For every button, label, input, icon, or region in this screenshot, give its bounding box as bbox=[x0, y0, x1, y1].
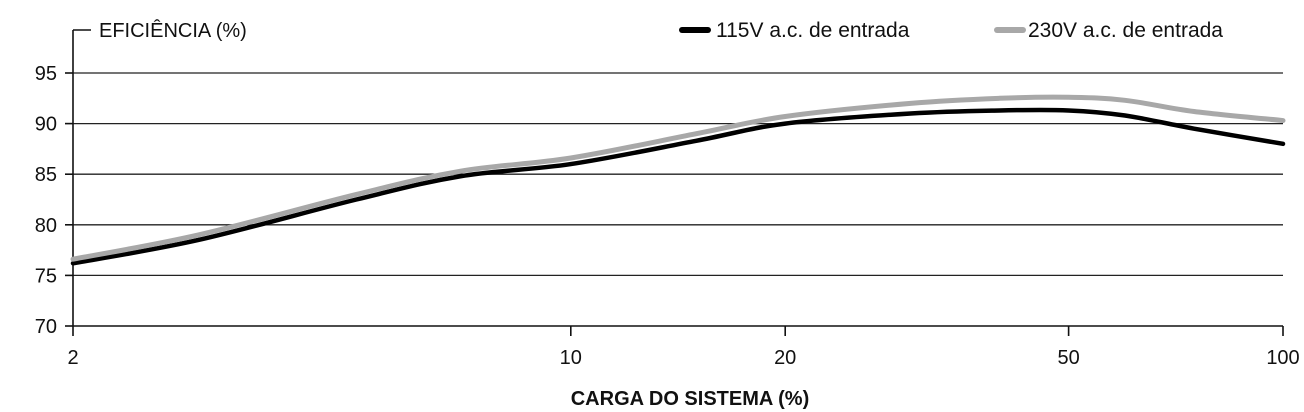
legend-item-230v: 230V a.c. de entrada bbox=[994, 19, 1223, 42]
axes bbox=[72, 29, 1283, 327]
legend: 115V a.c. de entrada 230V a.c. de entrad… bbox=[679, 19, 1223, 42]
y-tick-label-90: 90 bbox=[35, 114, 57, 136]
x-ticks: 2 10 20 50 100 bbox=[67, 326, 1300, 369]
x-axis-title: CARGA DO SISTEMA (%) bbox=[571, 388, 810, 410]
x-tick-label-50: 50 bbox=[1057, 347, 1079, 369]
y-ticks: 70 75 80 85 90 95 bbox=[35, 63, 73, 338]
x-tick-label-10: 10 bbox=[560, 347, 582, 369]
legend-label-230v: 230V a.c. de entrada bbox=[1028, 19, 1223, 42]
series-line-115v bbox=[70, 107, 1286, 266]
gridlines bbox=[73, 72, 1283, 277]
series-lines bbox=[70, 94, 1286, 266]
series-line-230v bbox=[70, 94, 1286, 262]
legend-item-115v: 115V a.c. de entrada bbox=[679, 19, 910, 42]
y-tick-label-95: 95 bbox=[35, 63, 57, 85]
y-axis-title: EFICIÊNCIA (%) bbox=[99, 19, 247, 42]
y-tick-label-70: 70 bbox=[35, 316, 57, 338]
y-tick-label-85: 85 bbox=[35, 164, 57, 186]
y-tick-label-80: 80 bbox=[35, 215, 57, 237]
x-tick-label-2: 2 bbox=[67, 347, 78, 369]
x-tick-label-20: 20 bbox=[774, 347, 796, 369]
legend-label-115v: 115V a.c. de entrada bbox=[716, 19, 910, 42]
y-tick-label-75: 75 bbox=[35, 265, 57, 287]
x-tick-label-100: 100 bbox=[1266, 347, 1299, 369]
